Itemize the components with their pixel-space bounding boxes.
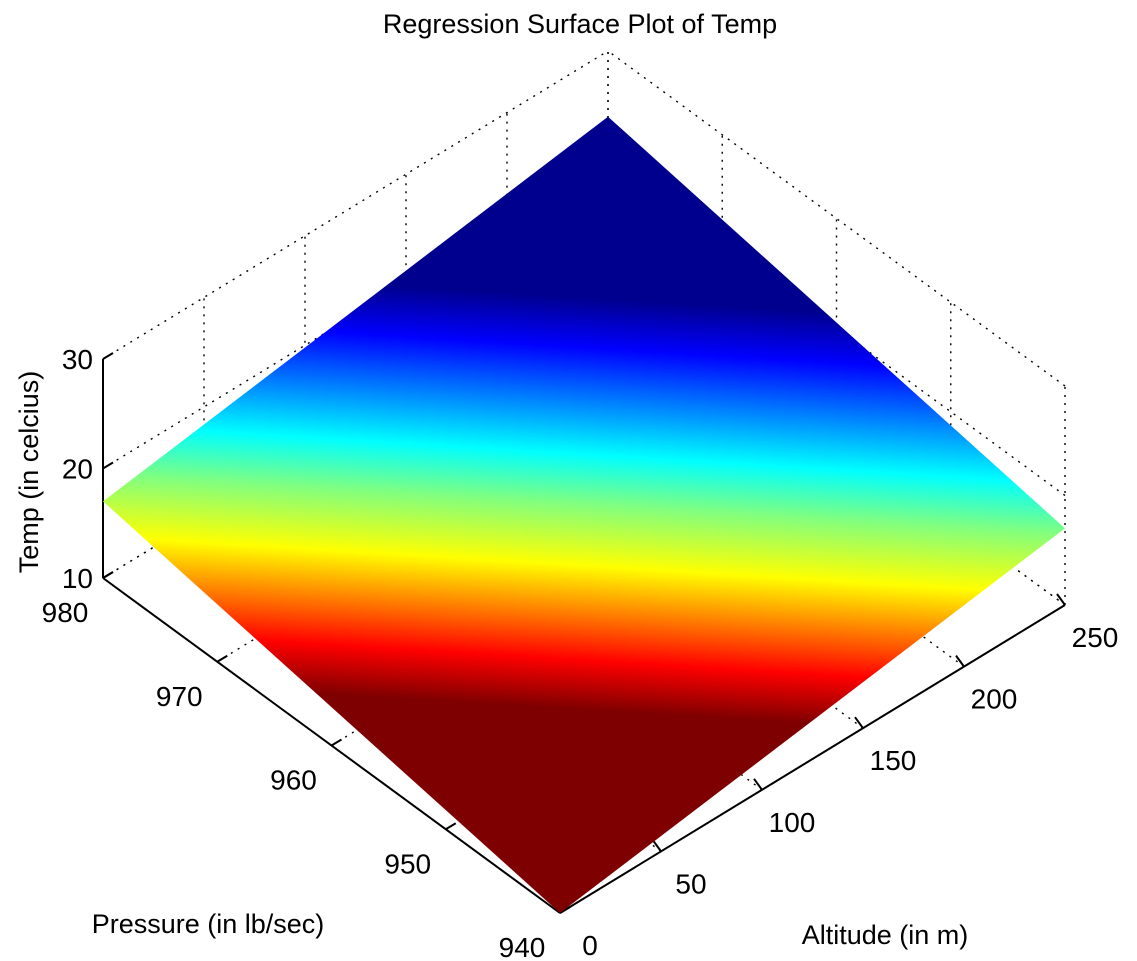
y-tick-label: 960 [270, 765, 317, 796]
x-axis-line [559, 604, 1066, 914]
z-tick-label: 30 [62, 344, 93, 375]
axes [102, 352, 1066, 914]
z-tick-mark [102, 461, 114, 470]
x-tick-mark [955, 655, 965, 668]
regression-surface [103, 116, 1065, 913]
x-tick-label: 0 [582, 930, 598, 961]
x-tick-mark [753, 778, 763, 791]
x-tick-label: 250 [1072, 622, 1119, 653]
y-tick-label: 970 [156, 681, 203, 712]
x-tick-label: 150 [870, 745, 917, 776]
y-tick-label: 950 [384, 848, 431, 879]
y-tick-mark [559, 906, 571, 914]
grid-line [607, 50, 1066, 387]
y-tick-mark [445, 822, 457, 831]
x-tick-mark [652, 839, 662, 852]
z-tick-label: 20 [62, 454, 93, 485]
y-tick-label: 980 [42, 597, 89, 628]
x-tick-label: 100 [769, 807, 816, 838]
y-tick-mark [216, 654, 228, 663]
x-tick-mark [854, 716, 864, 729]
x-axis-label: Altitude (in m) [802, 920, 969, 950]
surface-layer [103, 116, 1065, 913]
y-tick-label: 940 [499, 932, 546, 961]
y-axis-label: Pressure (in lb/sec) [92, 909, 325, 939]
x-tick-label: 200 [971, 684, 1018, 715]
z-tick-mark [102, 571, 114, 579]
x-tick-label: 50 [675, 868, 706, 899]
z-tick-label: 10 [62, 563, 93, 594]
y-tick-mark [330, 738, 343, 747]
z-tick-mark [102, 352, 114, 360]
z-axis-label: Temp (in celcius) [14, 371, 44, 574]
x-tick-mark [1056, 593, 1066, 606]
chart-title: Regression Surface Plot of Temp [383, 9, 777, 39]
